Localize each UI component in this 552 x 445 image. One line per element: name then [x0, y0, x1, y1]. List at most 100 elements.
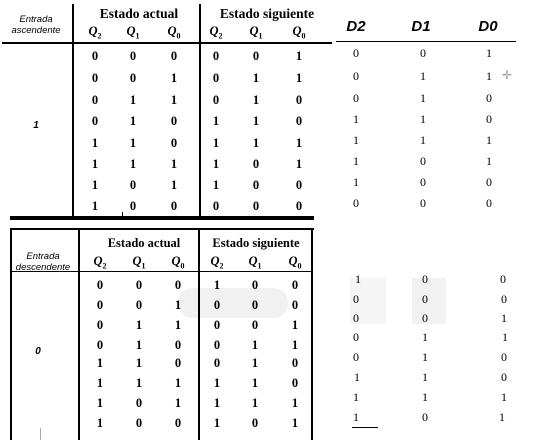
d-header-rule [336, 41, 516, 42]
top-table-cell: 1 [252, 136, 260, 150]
top-table-cell: 0 [170, 49, 178, 63]
bottom-table-cell: 0 [213, 318, 221, 332]
d0-header: D0 [478, 18, 498, 35]
bottom-table-cell: 1 [135, 318, 143, 332]
top-d-cell: 1 [420, 91, 426, 105]
top-col-q0-next: Q0 [292, 24, 306, 41]
top-col-q0-current: Q0 [167, 24, 181, 41]
bottom-next-state-title: Estado siguiente [212, 236, 300, 250]
bottom-current-state-title: Estado actual [107, 236, 181, 250]
bottom-d-cell: 1 [355, 272, 361, 286]
bottom-d-cell: 1 [501, 390, 507, 404]
bottom-table-cell: 1 [213, 278, 221, 292]
d2-header: D2 [346, 18, 366, 35]
top-table-cell: 0 [295, 93, 303, 107]
top-table-cell: 1 [170, 157, 178, 171]
bottom-d-cell: 0 [353, 330, 359, 344]
bottom-table-cell: 0 [213, 298, 221, 312]
bottom-d-cell: 0 [422, 272, 428, 286]
top-d-cell: 1 [353, 112, 359, 126]
bottom-table-cell: 1 [174, 298, 182, 312]
input-label-ascending: Entrada ascendente [11, 14, 61, 36]
bottom-top-border [10, 228, 314, 230]
bottom-table-cell: 1 [251, 356, 259, 370]
top-bottom-rule [10, 216, 314, 220]
bottom-table-cell: 1 [96, 416, 104, 430]
bottom-table-cell: 0 [174, 356, 182, 370]
bottom-table-cell: 1 [291, 318, 299, 332]
top-table-cell: 0 [170, 114, 178, 128]
top-d-cell: 0 [420, 175, 426, 189]
watermark-patch [412, 278, 446, 324]
bottom-table-cell: 1 [96, 396, 104, 410]
top-table-cell: 0 [212, 93, 220, 107]
bottom-col-q0-next: Q0 [288, 254, 302, 271]
watermark-patch [350, 278, 386, 324]
top-table-cell: 0 [129, 71, 137, 85]
bottom-d-cell: 0 [422, 410, 428, 424]
bottom-table-cell: 1 [291, 396, 299, 410]
bottom-table-cell: 1 [291, 416, 299, 430]
bottom-table-cell: 1 [251, 338, 259, 352]
top-d-cell: 0 [420, 46, 426, 60]
bottom-d-cell: 0 [422, 311, 428, 325]
top-d-cell: 1 [353, 175, 359, 189]
top-d-cell: 1 [486, 154, 492, 168]
top-table-cell: 0 [295, 178, 303, 192]
top-d-cell: 1 [353, 154, 359, 168]
bottom-table-cell: 1 [135, 338, 143, 352]
bottom-table-cell: 0 [174, 338, 182, 352]
bottom-table-cell: 1 [96, 356, 104, 370]
top-table-cell: 0 [129, 178, 137, 192]
top-table-cell: 0 [212, 49, 220, 63]
bottom-d-cell: 1 [499, 410, 505, 424]
top-table-cell: 0 [91, 49, 99, 63]
top-table-cell: 1 [252, 71, 260, 85]
top-table-cell: 0 [295, 199, 303, 213]
bottom-d-cell: 0 [353, 311, 359, 325]
bottom-table-cell: 1 [96, 376, 104, 390]
bottom-left-border [10, 228, 12, 440]
bottom-table-cell: 0 [96, 338, 104, 352]
bottom-table-cell: 0 [291, 278, 299, 292]
top-table-cell: 1 [129, 157, 137, 171]
top-table-cell: 1 [252, 114, 260, 128]
bottom-divider-input [78, 230, 80, 440]
top-tick [122, 212, 123, 218]
top-d-cell: 0 [486, 112, 492, 126]
bottom-table-cell: 1 [291, 338, 299, 352]
bottom-d-cell: 1 [422, 330, 428, 344]
bottom-d-cell: 1 [422, 370, 428, 384]
top-table-cell: 1 [212, 114, 220, 128]
bottom-table-cell: 1 [174, 396, 182, 410]
bottom-d-cell: 1 [422, 390, 428, 404]
top-table-cell: 1 [170, 93, 178, 107]
top-d-cell: 1 [420, 69, 426, 83]
bottom-table-cell: 0 [96, 278, 104, 292]
top-d-cell: 0 [486, 175, 492, 189]
bottom-table-cell: 1 [213, 396, 221, 410]
top-d-cell: 1 [486, 46, 492, 60]
bottom-d-cell: 1 [353, 390, 359, 404]
top-table-cell: 1 [91, 136, 99, 150]
top-d-cell: 0 [420, 154, 426, 168]
bottom-table-cell: 1 [135, 376, 143, 390]
top-current-state-title: Estado actual [99, 6, 179, 21]
top-d-cell: 1 [420, 133, 426, 147]
top-table-cell: 0 [252, 157, 260, 171]
top-table-cell: 1 [212, 157, 220, 171]
top-table-cell: 1 [252, 93, 260, 107]
top-table-cell: 1 [295, 71, 303, 85]
top-input-value: 1 [33, 120, 39, 131]
bottom-tick [40, 428, 41, 440]
bottom-col-q1-next: Q1 [248, 254, 262, 271]
bottom-col-q1-current: Q1 [132, 254, 146, 271]
top-table-cell: 1 [91, 178, 99, 192]
top-table-cell: 0 [212, 71, 220, 85]
bottom-table-cell: 0 [96, 298, 104, 312]
top-d-cell: 1 [486, 133, 492, 147]
top-d-cell: 1 [420, 112, 426, 126]
bottom-table-cell: 1 [135, 356, 143, 370]
top-table-cell: 0 [91, 114, 99, 128]
bottom-d-cell: 1 [422, 350, 428, 364]
